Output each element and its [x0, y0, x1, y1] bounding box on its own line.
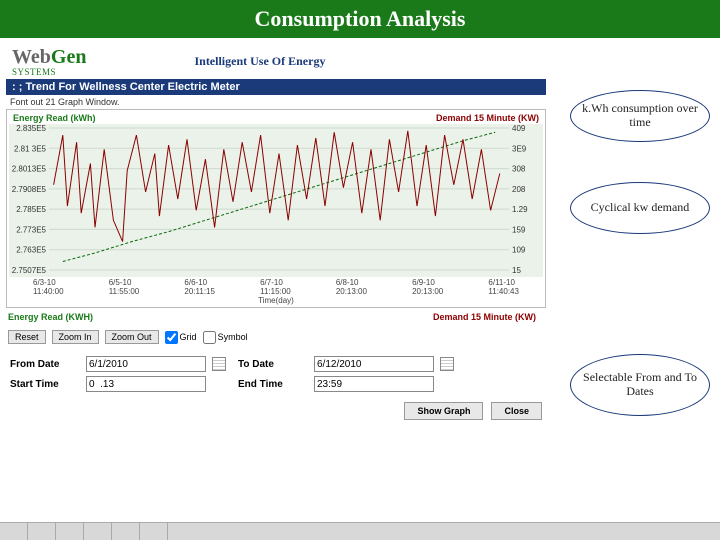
grid-checkbox[interactable]: [165, 331, 178, 344]
chart-controls: Reset Zoom In Zoom Out Grid Symbol: [6, 326, 546, 348]
symbol-checkbox[interactable]: [203, 331, 216, 344]
callout-kwh: k.Wh consumption over time: [570, 90, 710, 142]
svg-text:2.835E5: 2.835E5: [16, 124, 46, 133]
svg-text:2.773E5: 2.773E5: [16, 225, 46, 234]
right-axis-label: Demand 15 Minute (KW): [436, 113, 539, 123]
callout-dates: Selectable From and To Dates: [570, 354, 710, 416]
svg-text:2.763E5: 2.763E5: [16, 246, 46, 255]
x-ticks: 6/3-1011:40:006/5-1011:55:006/6-1020:11:…: [9, 277, 543, 296]
chart-svg: 2.835E5 409 2.81 3E5 3E9 2.8013E5 308 2.7908E5…: [9, 124, 537, 274]
close-button[interactable]: Close: [491, 402, 542, 420]
chart-toolbar: Energy Read (KWH) Demand 15 Minute (KW): [6, 308, 546, 326]
tagline: Intelligent Use Of Energy: [194, 54, 325, 69]
end-time-input[interactable]: [314, 376, 434, 392]
svg-text:2.81 3E5: 2.81 3E5: [14, 144, 47, 153]
svg-text:109: 109: [512, 246, 526, 255]
svg-text:409: 409: [512, 124, 526, 133]
action-row: Show Graph Close: [6, 396, 546, 426]
page-title: Consumption Analysis: [0, 0, 720, 38]
grid-checkbox-wrap[interactable]: Grid: [165, 331, 197, 344]
legend-left: Energy Read (KWH): [8, 312, 93, 322]
zoom-in-button[interactable]: Zoom In: [52, 330, 99, 344]
brand-bar: WebGen SYSTEMS Intelligent Use Of Energy: [12, 46, 708, 77]
svg-text:15: 15: [512, 266, 521, 274]
zoom-out-button[interactable]: Zoom Out: [105, 330, 159, 344]
calendar-icon[interactable]: [212, 357, 226, 371]
from-date-input[interactable]: [86, 356, 206, 372]
symbol-checkbox-label: Symbol: [218, 332, 248, 342]
end-time-label: End Time: [238, 379, 308, 390]
brand-logo: WebGen: [12, 46, 86, 69]
x-axis-label: Time(day): [9, 296, 543, 305]
callouts: k.Wh consumption over time Cyclical kw d…: [570, 90, 710, 416]
to-date-label: To Date: [238, 359, 308, 370]
to-date-input[interactable]: [314, 356, 434, 372]
start-time-input[interactable]: [86, 376, 206, 392]
svg-text:2.7908E5: 2.7908E5: [12, 185, 47, 194]
section-title: : ; Trend For Wellness Center Electric M…: [6, 79, 546, 95]
left-axis-label: Energy Read (kWh): [13, 113, 96, 123]
callout-demand: Cyclical kw demand: [570, 182, 710, 234]
svg-text:1.29: 1.29: [512, 205, 528, 214]
grid-checkbox-label: Grid: [180, 332, 197, 342]
brand-gen: Gen: [51, 46, 87, 68]
start-time-label: Start Time: [10, 379, 80, 390]
svg-text:2.785E5: 2.785E5: [16, 205, 46, 214]
svg-text:2.8013E5: 2.8013E5: [12, 165, 47, 174]
legend-right: Demand 15 Minute (KW): [433, 312, 536, 322]
from-date-label: From Date: [10, 359, 80, 370]
chart-plot: 2.835E5 409 2.81 3E5 3E9 2.8013E5 308 2.7908E5…: [9, 124, 543, 277]
chart-area: Energy Read (kWh) Demand 15 Minute (KW) …: [6, 109, 546, 308]
svg-text:2.7507E5: 2.7507E5: [12, 266, 47, 274]
popout-label[interactable]: Font out 21 Graph Window.: [6, 95, 546, 109]
show-graph-button[interactable]: Show Graph: [404, 402, 483, 420]
svg-text:159: 159: [512, 225, 526, 234]
reset-button[interactable]: Reset: [8, 330, 46, 344]
calendar-icon[interactable]: [440, 357, 454, 371]
svg-text:208: 208: [512, 185, 526, 194]
taskbar: [0, 522, 720, 540]
svg-text:3E9: 3E9: [512, 144, 527, 153]
app-panel: : ; Trend For Wellness Center Electric M…: [6, 79, 546, 426]
date-range-form: From Date To Date Start Time End Time: [6, 348, 546, 396]
symbol-checkbox-wrap[interactable]: Symbol: [203, 331, 248, 344]
brand-web: Web: [12, 46, 51, 68]
svg-text:308: 308: [512, 165, 526, 174]
